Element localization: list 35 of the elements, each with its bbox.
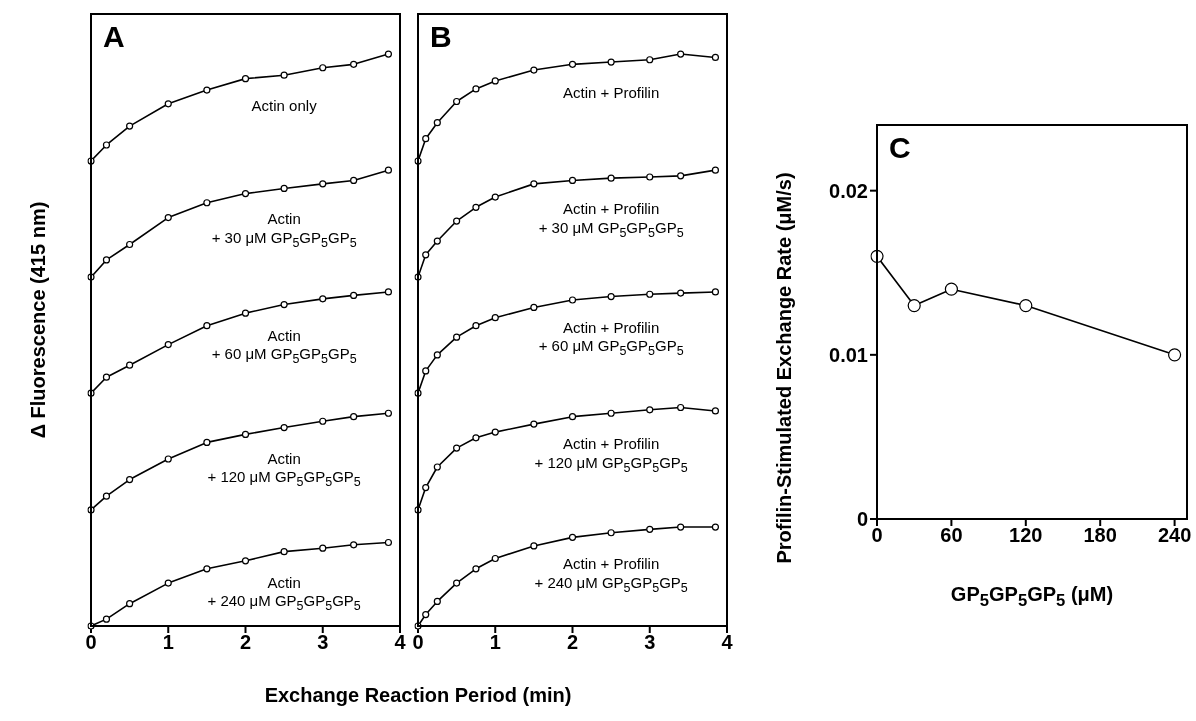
y-tick-label: 0 — [856, 508, 868, 531]
x-axis-title: GP$_{5}$GP$_{5}$GP$_{5}$ (μM) — [950, 583, 1114, 611]
y-axis-title: Δ Fluorescence (415 nm) — [26, 201, 50, 439]
y-tick-label: 0.01 — [829, 343, 868, 366]
x-tick-label: 4 — [721, 631, 734, 654]
x-tick-label: 4 — [394, 631, 407, 654]
x-tick-label: 0 — [85, 631, 97, 654]
series-label: Actin + 240 μM GP$_{5}$GP$_{5}$GP$_{5}$ — [207, 573, 361, 616]
y-axis-title: Profilin-Stimulated Exchange Rate (μM/s) — [772, 172, 796, 564]
series-label: Actin + 30 μM GP$_{5}$GP$_{5}$GP$_{5}$ — [211, 210, 357, 252]
x-tick-label: 2 — [239, 631, 252, 654]
series-label: Actin + Profilin + 30 μM GP$_{5}$GP$_{5}$GP$_{5}$ — [538, 200, 684, 242]
series-label: Actin only — [251, 97, 317, 116]
x-tick-label: 120 — [1009, 524, 1043, 547]
y-tick-label: 0.02 — [829, 179, 868, 202]
x-tick-label: 1 — [489, 631, 501, 654]
x-tick-label: 3 — [644, 631, 656, 654]
x-tick-label: 3 — [317, 631, 329, 654]
series-label: Actin + Profilin + 240 μM GP$_{5}$GP$_{5}$GP$_{5}$ — [534, 554, 688, 597]
series-label: Actin + Profilin — [562, 84, 660, 103]
x-axis-title: Exchange Reaction Period (min) — [264, 684, 572, 707]
x-tick-label: 0 — [871, 524, 883, 547]
series-label: Actin + 120 μM GP$_{5}$GP$_{5}$GP$_{5}$ — [207, 449, 361, 491]
x-tick-label: 180 — [1083, 524, 1117, 547]
chart-title: B — [430, 20, 452, 53]
x-tick-label: 2 — [566, 631, 579, 654]
x-tick-label: 240 — [1157, 524, 1192, 547]
chart-title: C — [889, 131, 911, 164]
series-label: Actin + 60 μM GP$_{5}$GP$_{5}$GP$_{5}$ — [211, 326, 357, 368]
chart-title: A — [103, 20, 125, 53]
series-label: Actin + Profilin + 120 μM GP$_{5}$GP$_{5}$GP$_{5}$ — [534, 435, 688, 477]
x-tick-label: 60 — [940, 524, 963, 547]
series-label: Actin + Profilin + 60 μM GP$_{5}$GP$_{5}$GP$_{5}$ — [538, 318, 684, 360]
x-tick-label: 0 — [412, 631, 424, 654]
x-tick-label: 1 — [162, 631, 174, 654]
